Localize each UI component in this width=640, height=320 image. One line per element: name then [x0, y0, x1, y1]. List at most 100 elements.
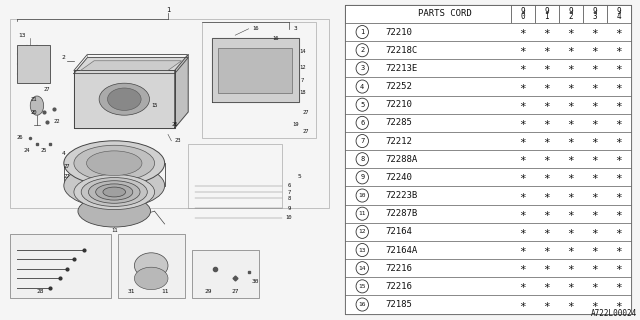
Text: 3: 3 — [593, 12, 597, 21]
Text: 9: 9 — [593, 7, 597, 16]
Text: ∗: ∗ — [616, 190, 622, 201]
Text: ∗: ∗ — [520, 281, 526, 291]
Bar — [202, 22, 316, 138]
Text: 72213E: 72213E — [385, 64, 418, 73]
Ellipse shape — [78, 195, 150, 227]
Text: 11: 11 — [161, 289, 168, 294]
Ellipse shape — [99, 83, 150, 115]
Text: ∗: ∗ — [520, 63, 526, 73]
Text: ∗: ∗ — [591, 154, 598, 164]
Text: ∗: ∗ — [616, 300, 622, 309]
Text: ∗: ∗ — [568, 154, 574, 164]
Text: ∗: ∗ — [591, 45, 598, 55]
Bar — [345, 168, 631, 187]
Text: ∗: ∗ — [543, 227, 550, 237]
Text: 72240: 72240 — [385, 173, 412, 182]
Text: 72185: 72185 — [385, 300, 412, 309]
Text: ∗: ∗ — [543, 172, 550, 182]
Text: ∗: ∗ — [591, 281, 598, 291]
Text: 2: 2 — [62, 55, 66, 60]
Polygon shape — [74, 58, 188, 74]
Text: ∗: ∗ — [568, 263, 574, 273]
Text: 9: 9 — [287, 205, 291, 211]
Ellipse shape — [88, 181, 140, 203]
Text: 9: 9 — [360, 174, 364, 180]
Text: ∗: ∗ — [616, 209, 622, 219]
Text: ∗: ∗ — [568, 136, 574, 146]
Text: 16: 16 — [252, 26, 259, 31]
Text: ∗: ∗ — [568, 63, 574, 73]
Text: 72223B: 72223B — [385, 191, 418, 200]
Bar — [345, 241, 631, 259]
Text: 72216: 72216 — [385, 264, 412, 273]
Text: ∗: ∗ — [616, 245, 622, 255]
Text: 16: 16 — [358, 302, 366, 307]
Text: 30: 30 — [252, 279, 259, 284]
Text: 9: 9 — [520, 7, 525, 16]
Polygon shape — [74, 70, 175, 128]
Ellipse shape — [74, 174, 155, 210]
Text: 72210: 72210 — [385, 28, 412, 36]
Text: ∗: ∗ — [543, 136, 550, 146]
Bar — [345, 204, 631, 223]
Ellipse shape — [64, 163, 164, 208]
Text: 8: 8 — [287, 196, 291, 201]
Text: 4: 4 — [360, 84, 364, 90]
Text: ∗: ∗ — [568, 82, 574, 92]
Text: ∗: ∗ — [543, 263, 550, 273]
Text: ∗: ∗ — [591, 300, 598, 309]
Text: 13: 13 — [19, 33, 26, 38]
Text: ∗: ∗ — [520, 172, 526, 182]
Text: ∗: ∗ — [591, 190, 598, 201]
Text: 72164: 72164 — [385, 227, 412, 236]
Bar — [607, 5, 631, 23]
Text: 27: 27 — [64, 164, 70, 169]
Text: ∗: ∗ — [616, 100, 622, 110]
Bar — [535, 5, 559, 23]
Text: ∗: ∗ — [568, 27, 574, 37]
Text: ∗: ∗ — [520, 118, 526, 128]
Text: 22: 22 — [54, 119, 60, 124]
Bar — [188, 144, 282, 208]
Text: A722L00024: A722L00024 — [591, 309, 637, 318]
Ellipse shape — [108, 88, 141, 110]
Text: ∗: ∗ — [591, 100, 598, 110]
Text: ∗: ∗ — [568, 45, 574, 55]
Text: ∗: ∗ — [616, 27, 622, 37]
Text: ∗: ∗ — [591, 227, 598, 237]
Text: 27: 27 — [303, 109, 309, 115]
Text: ∗: ∗ — [591, 118, 598, 128]
Text: 15: 15 — [151, 103, 158, 108]
Text: 11: 11 — [358, 211, 366, 216]
Bar — [345, 295, 631, 314]
Text: 72288A: 72288A — [385, 155, 418, 164]
Text: ∗: ∗ — [543, 45, 550, 55]
Text: 72285: 72285 — [385, 118, 412, 127]
Text: 26: 26 — [17, 135, 24, 140]
Text: 72212: 72212 — [385, 137, 412, 146]
Text: ∗: ∗ — [520, 209, 526, 219]
Text: 7: 7 — [360, 138, 364, 144]
Text: ∗: ∗ — [616, 45, 622, 55]
Text: 3: 3 — [360, 65, 364, 71]
Text: 24: 24 — [24, 148, 30, 153]
Text: ∗: ∗ — [520, 27, 526, 37]
Text: ∗: ∗ — [591, 245, 598, 255]
Text: ∗: ∗ — [591, 82, 598, 92]
Bar — [345, 259, 631, 277]
Text: 20: 20 — [30, 109, 37, 115]
Text: ∗: ∗ — [616, 118, 622, 128]
Text: 10: 10 — [285, 215, 292, 220]
Text: 6: 6 — [287, 183, 291, 188]
Bar — [345, 114, 631, 132]
Text: ∗: ∗ — [568, 100, 574, 110]
Ellipse shape — [103, 187, 125, 197]
Text: ∗: ∗ — [520, 245, 526, 255]
Text: 27: 27 — [44, 87, 51, 92]
Text: ∗: ∗ — [568, 118, 574, 128]
Text: ∗: ∗ — [616, 154, 622, 164]
Text: ∗: ∗ — [591, 63, 598, 73]
Text: 31: 31 — [127, 289, 135, 294]
Bar — [10, 19, 329, 208]
Text: ∗: ∗ — [520, 82, 526, 92]
